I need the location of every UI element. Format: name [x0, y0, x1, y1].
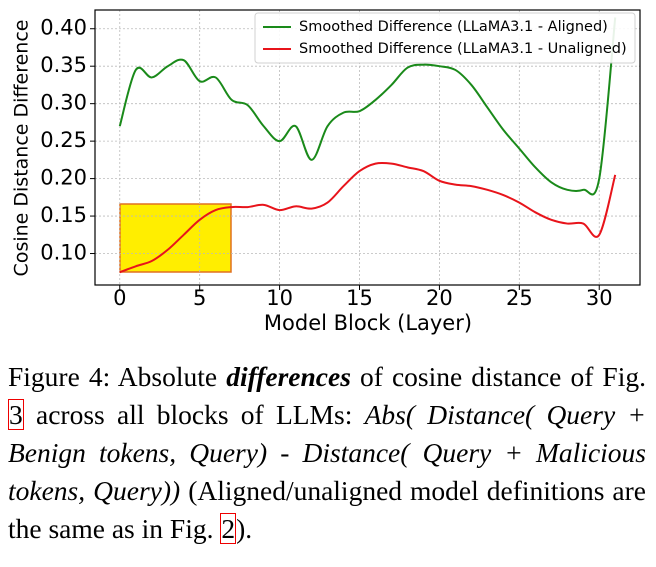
caption-text: ).	[236, 513, 253, 544]
legend-box	[254, 12, 636, 64]
legend-label: Smoothed Difference (LLaMA3.1 - Aligned)	[299, 19, 608, 35]
figure-link[interactable]: 2	[220, 513, 237, 544]
y-tick-label: 0.10	[40, 241, 87, 265]
caption-text: across all blocks of LLMs:	[23, 399, 365, 430]
y-tick-label: 0.25	[40, 128, 87, 152]
x-tick-label: 5	[193, 286, 206, 310]
data-line	[118, 17, 617, 196]
x-tick-label: 15	[346, 286, 373, 310]
caption-text: (Aligned/unaligned model definitions are…	[8, 475, 646, 544]
x-axis-label: Model Block (Layer)	[264, 311, 472, 335]
y-tick-label: 0.40	[40, 16, 87, 40]
chart: Model Block (Layer) Cosine Distance Diff…	[11, 9, 641, 335]
y-tick-label: 0.20	[40, 166, 87, 190]
legend-label: Smoothed Difference (LLaMA3.1 - Unaligne…	[299, 41, 627, 57]
x-tick-label: 30	[586, 286, 613, 310]
caption: Figure 4: Absolute differences of cosine…	[8, 358, 646, 548]
x-tick-label: 0	[113, 286, 126, 310]
caption-text: differences	[226, 361, 351, 392]
data-line	[119, 161, 617, 274]
y-axis-label: Cosine Distance Difference	[11, 20, 33, 277]
plot-frame	[94, 9, 641, 286]
x-tick-label: 20	[426, 286, 453, 310]
caption-text: Figure 4: Absolute	[8, 361, 227, 392]
caption-text: Abs( Distance( Query + Benign tokens, Qu…	[8, 399, 646, 506]
y-tick-label: 0.35	[40, 53, 87, 77]
x-tick-label: 25	[506, 286, 533, 310]
x-tick-label: 10	[266, 286, 293, 310]
figure-link[interactable]: 3	[8, 399, 24, 430]
caption-text: of cosine distance of Fig.	[350, 361, 646, 392]
y-tick-label: 0.30	[40, 91, 87, 115]
highlight-box	[119, 203, 232, 273]
y-tick-label: 0.15	[40, 203, 87, 227]
